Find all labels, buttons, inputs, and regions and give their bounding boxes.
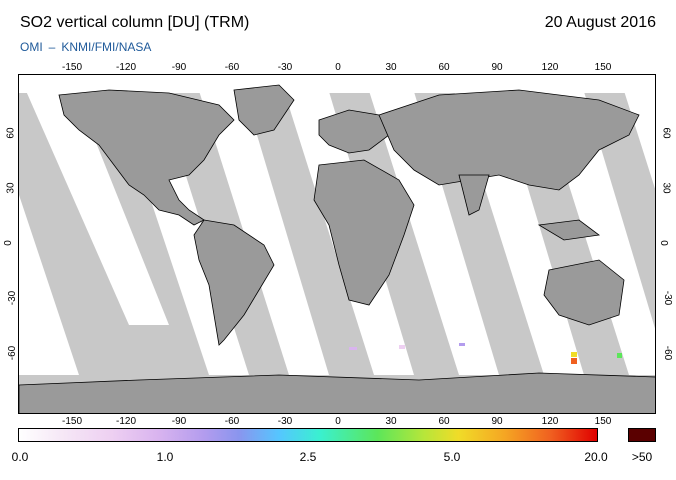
lon-tick-top: 150 (594, 62, 612, 73)
australia (543, 259, 625, 326)
lat-tick-left: 0 (2, 240, 14, 246)
so2-pixel (571, 358, 577, 364)
asia (378, 89, 640, 191)
antarctica (19, 372, 655, 413)
north-america (58, 89, 235, 226)
colorbar-label: 5.0 (443, 450, 461, 464)
lat-tick-left: 60 (5, 127, 17, 139)
lon-tick-top: 30 (385, 62, 397, 73)
continents (19, 84, 655, 413)
so2-pixel (349, 347, 357, 350)
colorbar-label: 1.0 (156, 450, 174, 464)
colorbar (18, 428, 598, 442)
world-map-svg (19, 75, 655, 413)
map-title: SO2 vertical column [DU] (TRM) (20, 14, 250, 31)
lat-tick-left: 30 (5, 182, 17, 194)
credit-line: OMI – KNMI/FMI/NASA (20, 40, 157, 54)
lon-tick-bottom: 120 (541, 416, 559, 427)
colorbar-label: 20.0 (584, 450, 608, 464)
lon-tick-bottom: -30 (277, 416, 293, 427)
so2-pixel (571, 352, 577, 357)
lon-tick-bottom: 150 (594, 416, 612, 427)
colorbar-label: 2.5 (299, 450, 317, 464)
swath (19, 75, 169, 325)
africa (313, 159, 415, 306)
swath (194, 75, 329, 375)
lat-tick-right: 30 (660, 182, 672, 194)
lat-tick-left: -60 (7, 345, 19, 361)
lon-tick-top: -150 (61, 62, 83, 73)
lon-tick-bottom: -60 (224, 416, 240, 427)
south-america (193, 219, 275, 346)
india (458, 174, 490, 216)
lon-tick-top: -60 (224, 62, 240, 73)
so2-pixel (617, 353, 622, 358)
lon-tick-top: 90 (491, 62, 503, 73)
lon-tick-bottom: 90 (491, 416, 503, 427)
lon-tick-bottom: 60 (438, 416, 450, 427)
lon-tick-top: 60 (438, 62, 450, 73)
lon-tick-bottom: -90 (171, 416, 187, 427)
colorbar-label: 0.0 (11, 450, 29, 464)
colorbar-over-swatch (628, 428, 656, 442)
swath (19, 195, 79, 375)
europe (318, 109, 390, 154)
colorbar-over-label: >50 (631, 450, 653, 464)
so2-pixels (349, 343, 622, 364)
lon-tick-bottom: 30 (385, 416, 397, 427)
credit-separator: – (48, 40, 56, 54)
credit-organizations: KNMI/FMI/NASA (61, 40, 152, 54)
so2-pixel (459, 343, 465, 346)
lon-tick-top: -90 (171, 62, 187, 73)
so2-pixel (399, 345, 405, 349)
lat-tick-right: -60 (662, 345, 674, 361)
lon-tick-bottom: -150 (61, 416, 83, 427)
world-map (18, 74, 656, 414)
maritime-southeast-asia (537, 219, 601, 241)
lon-tick-bottom: 0 (335, 416, 341, 427)
lat-tick-left: -30 (7, 290, 19, 306)
credit-instrument: OMI (20, 40, 43, 54)
lon-tick-top: -120 (115, 62, 137, 73)
lon-tick-top: -30 (277, 62, 293, 73)
map-date: 20 August 2016 (544, 14, 656, 31)
lon-tick-top: 0 (335, 62, 341, 73)
lon-tick-top: 120 (541, 62, 559, 73)
lat-tick-right: 60 (660, 127, 672, 139)
swath (19, 75, 655, 93)
swath (619, 75, 655, 189)
greenland (233, 84, 295, 136)
lat-tick-right: 0 (657, 240, 669, 246)
lon-tick-bottom: -120 (115, 416, 137, 427)
lat-tick-right: -30 (662, 290, 674, 306)
